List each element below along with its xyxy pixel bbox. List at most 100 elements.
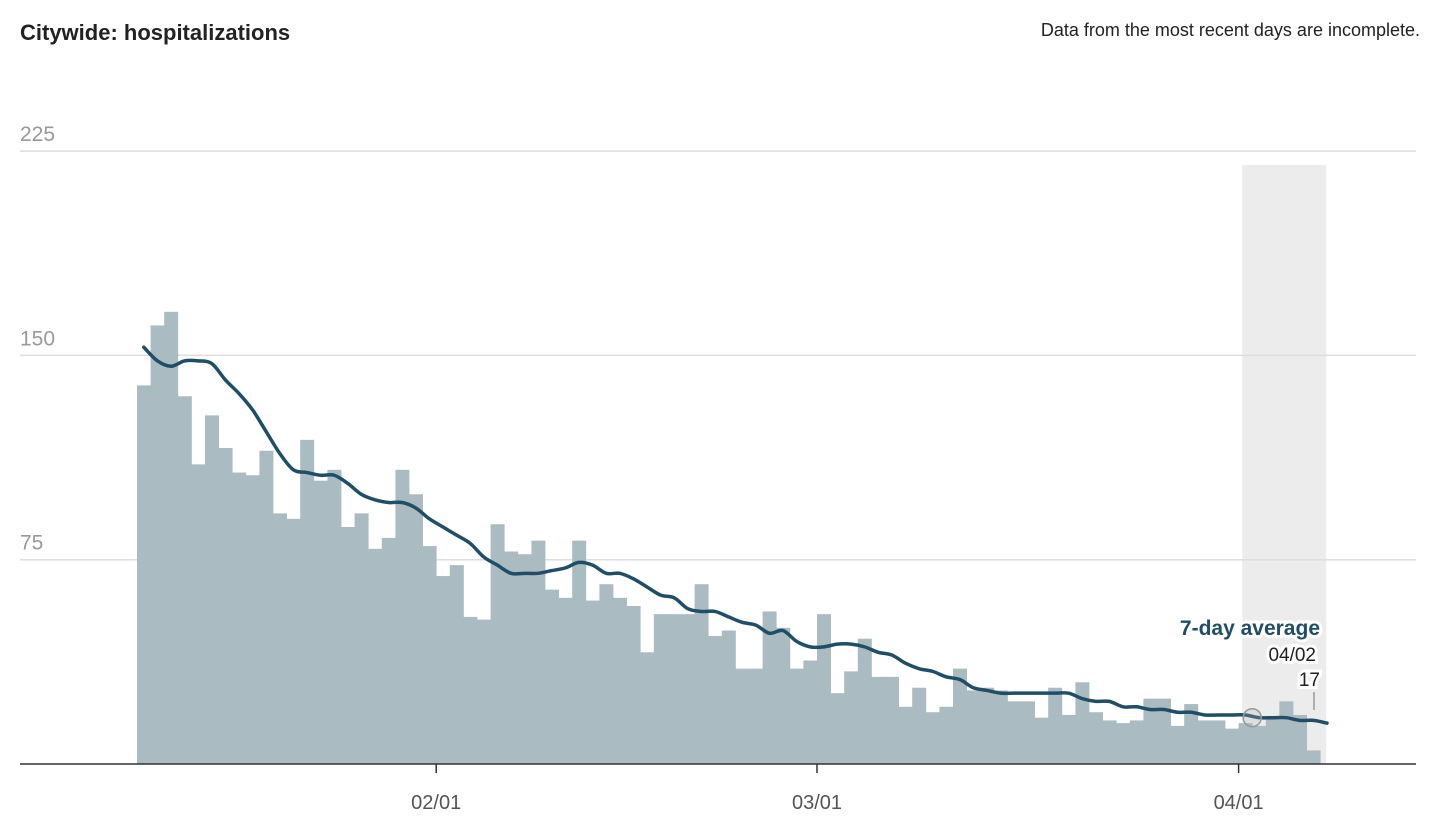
bar xyxy=(368,548,383,764)
x-tick-label: 03/01 xyxy=(792,792,842,814)
bar xyxy=(912,687,927,764)
bar xyxy=(300,439,315,764)
bar xyxy=(857,638,872,764)
bar xyxy=(1306,750,1321,764)
bar xyxy=(1129,720,1144,764)
bar xyxy=(1021,701,1035,764)
bar-series xyxy=(137,311,1321,764)
bar xyxy=(599,584,614,764)
bar xyxy=(885,676,899,764)
bar xyxy=(232,472,247,764)
average-annotation: 7-day average 04/02 17 xyxy=(1177,614,1323,728)
bar xyxy=(1061,714,1076,764)
bar xyxy=(572,540,587,764)
bar xyxy=(545,589,559,764)
bar xyxy=(1075,682,1090,764)
bar xyxy=(844,671,859,764)
bar xyxy=(150,325,165,764)
bar xyxy=(436,576,451,764)
bar xyxy=(1197,720,1212,764)
bar xyxy=(1034,717,1049,764)
bar xyxy=(1048,687,1063,764)
bar xyxy=(1211,720,1226,764)
annotation-date: 04/02 xyxy=(1268,645,1316,666)
bar xyxy=(191,464,206,764)
bar xyxy=(449,565,464,764)
bar xyxy=(667,614,682,764)
annotation-value: 17 xyxy=(1299,670,1320,691)
bar xyxy=(1089,712,1103,764)
bar xyxy=(1170,725,1185,764)
bar xyxy=(381,537,396,764)
bar xyxy=(259,450,274,764)
bar xyxy=(953,668,967,764)
bar xyxy=(504,551,519,764)
y-tick-label: 75 xyxy=(20,532,43,555)
bar xyxy=(585,600,600,764)
bar xyxy=(1293,714,1307,764)
bar xyxy=(286,518,301,764)
bar xyxy=(531,540,546,764)
bar xyxy=(939,706,954,764)
bar xyxy=(463,616,478,764)
bar xyxy=(681,614,695,764)
seven-day-average-line xyxy=(142,345,1329,725)
bar xyxy=(1252,725,1267,764)
bar xyxy=(749,668,763,764)
bar xyxy=(708,635,723,764)
bar xyxy=(640,652,655,764)
y-tick-label: 225 xyxy=(20,123,55,146)
annotation-marker xyxy=(1242,707,1262,728)
bar xyxy=(327,469,342,764)
bar xyxy=(137,385,151,764)
bar xyxy=(980,687,995,764)
bar xyxy=(517,554,532,764)
bar xyxy=(1225,728,1239,764)
annotation-label: 7-day average xyxy=(1180,617,1320,640)
bar xyxy=(817,614,831,764)
bar xyxy=(789,668,804,764)
bar xyxy=(1184,704,1199,764)
bar xyxy=(1143,698,1158,764)
bar xyxy=(558,597,573,764)
bar xyxy=(177,396,192,764)
bar xyxy=(1279,701,1294,764)
bar xyxy=(721,630,736,764)
incomplete-data-note: Data from the most recent days are incom… xyxy=(1040,20,1420,40)
bar xyxy=(1116,723,1131,764)
x-tick-label: 04/01 xyxy=(1214,792,1264,814)
bar xyxy=(613,597,627,764)
bar xyxy=(273,513,287,764)
bar xyxy=(218,448,233,764)
x-axis-ticks: 02/01 03/01 04/01 xyxy=(411,764,1264,814)
bar xyxy=(1238,723,1253,764)
incomplete-data-band xyxy=(1242,165,1327,764)
bar xyxy=(1007,701,1022,764)
bar xyxy=(776,627,791,764)
bar xyxy=(354,513,369,764)
bar xyxy=(1157,698,1171,764)
bar xyxy=(164,311,179,764)
x-tick-label: 02/01 xyxy=(411,792,461,814)
bar xyxy=(1102,720,1117,764)
bar xyxy=(341,527,355,764)
bar xyxy=(735,668,750,764)
bar xyxy=(245,475,260,764)
bar xyxy=(898,706,913,764)
bar xyxy=(626,606,641,764)
bar xyxy=(762,611,777,764)
bar xyxy=(871,676,886,764)
bar xyxy=(205,415,219,764)
bar xyxy=(422,546,437,764)
bar xyxy=(694,584,709,764)
bar xyxy=(925,712,940,764)
bar xyxy=(490,524,505,764)
bar xyxy=(653,614,668,764)
bar xyxy=(803,660,818,764)
bar xyxy=(1265,717,1280,764)
bar xyxy=(966,690,981,764)
chart-title: Citywide: hospitalizations xyxy=(20,20,291,45)
bar xyxy=(395,469,410,764)
bar xyxy=(409,494,423,764)
